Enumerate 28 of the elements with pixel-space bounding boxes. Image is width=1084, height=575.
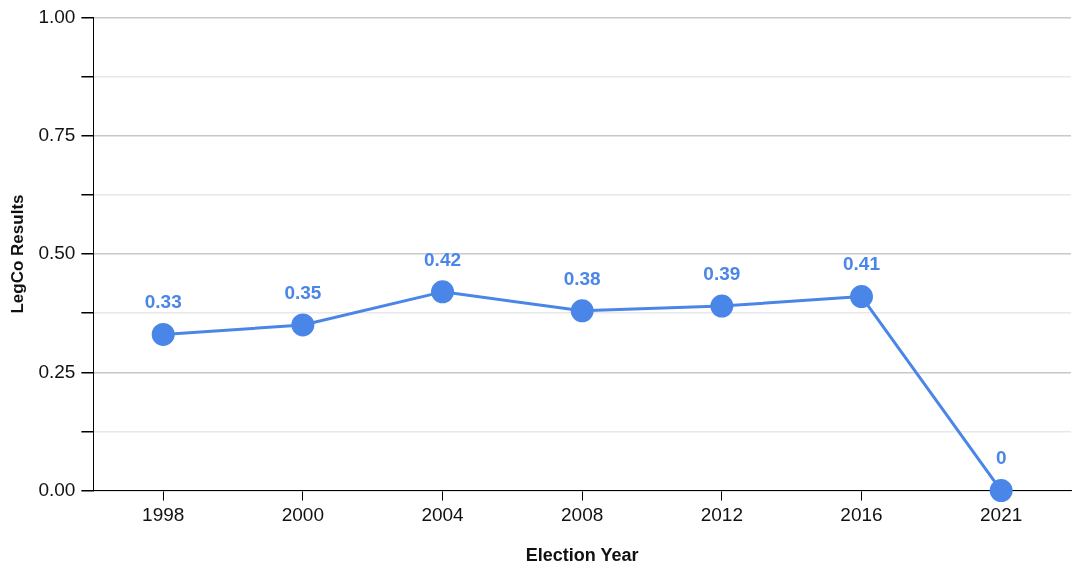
point (989, 479, 1013, 503)
x-tick-label: 1998 (142, 504, 185, 526)
point (570, 299, 594, 323)
data-label: 0.35 (284, 281, 322, 303)
point (151, 322, 175, 346)
x-tick-label: 2008 (561, 504, 604, 526)
y-tick-label: 0.00 (38, 478, 76, 500)
y-tick-label: 0.25 (38, 360, 76, 382)
x-tick-label: 2016 (840, 504, 883, 526)
x-tick-label: 2004 (421, 504, 465, 526)
data-label: 0.41 (843, 253, 881, 275)
y-tick-label: 0.50 (38, 242, 76, 264)
point (291, 313, 315, 337)
x-tick-label: 2000 (281, 504, 325, 526)
point (850, 285, 874, 309)
data-label: 0.39 (703, 262, 741, 284)
x-tick-label: 2021 (980, 504, 1023, 526)
y-tick-label: 0.75 (38, 123, 76, 145)
y-tick-label: 1.00 (38, 5, 76, 27)
data-label: 0.38 (563, 267, 601, 289)
y-axis-title: LegCo Results (7, 194, 27, 314)
data-label: 0.33 (144, 291, 182, 313)
x-axis-title: Election Year (525, 545, 639, 566)
data-label: 0 (995, 447, 1007, 469)
data-label: 0.42 (424, 248, 462, 270)
point (710, 294, 734, 318)
point (431, 280, 455, 304)
x-tick-label: 2012 (700, 504, 743, 526)
